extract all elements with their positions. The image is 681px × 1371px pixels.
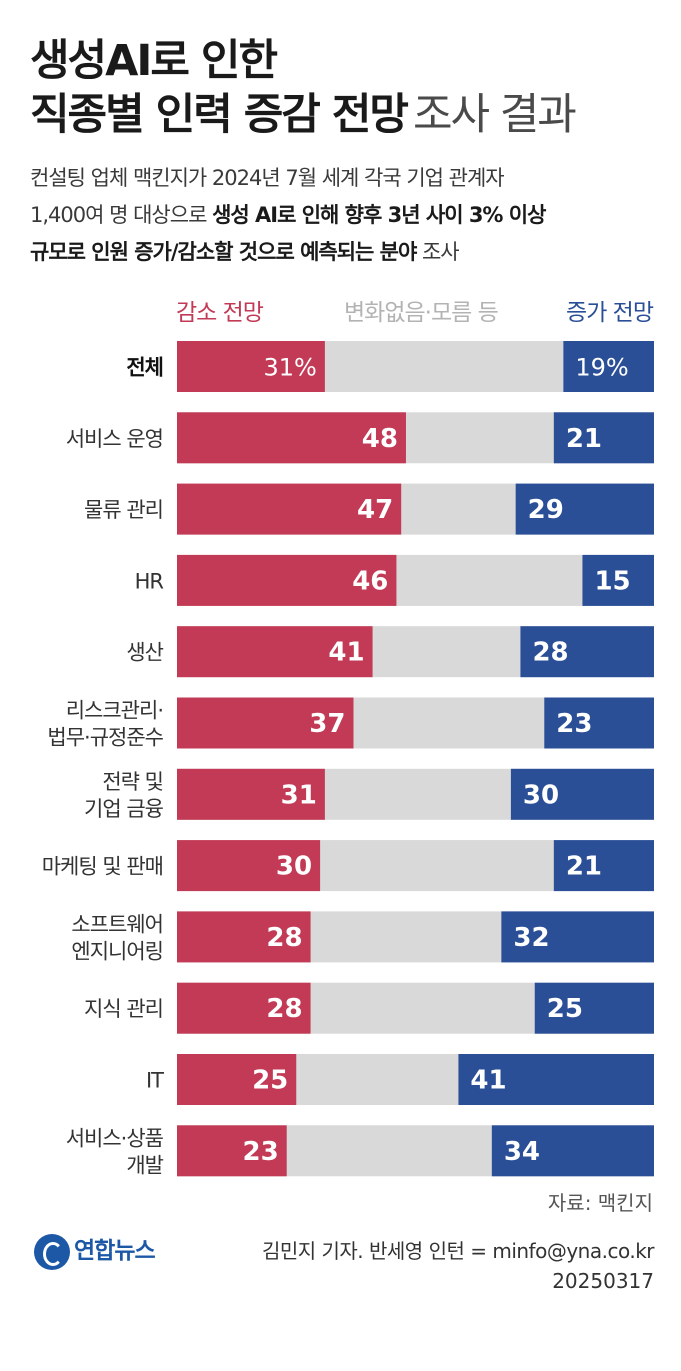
- data-label-decrease: 31%: [264, 354, 317, 382]
- data-label-decrease: 31: [281, 780, 317, 810]
- data-label-decrease: 23: [243, 1137, 279, 1167]
- data-label-increase: 21: [566, 424, 602, 454]
- publish-date: 20250317: [552, 1269, 654, 1293]
- bar-increase: [553, 412, 654, 464]
- bar-decrease: [177, 982, 311, 1034]
- bar-decrease: [177, 412, 406, 464]
- bar-decrease: [177, 840, 321, 892]
- data-label-decrease: 37: [309, 709, 345, 739]
- bar-decrease: [177, 1054, 297, 1105]
- data-label-increase: 21: [566, 852, 602, 882]
- data-label-decrease: 28: [266, 994, 302, 1024]
- source-note: 자료: 맥킨지: [547, 1191, 653, 1215]
- bar-decrease: [177, 341, 325, 392]
- bar-decrease: [177, 1125, 287, 1177]
- category-label: 전략 및: [102, 770, 163, 794]
- category-label: HR: [135, 569, 164, 593]
- data-label-decrease: 47: [357, 495, 393, 525]
- title-line-2: 직종별 인력 증감 전망: [30, 90, 409, 140]
- data-label-increase: 41: [470, 1066, 506, 1096]
- category-label: 리스크관리·: [66, 699, 163, 723]
- yonhap-logo-icon: [34, 1234, 70, 1270]
- data-label-increase: 25: [547, 994, 583, 1024]
- bar-increase: [563, 341, 654, 392]
- category-label: IT: [146, 1069, 164, 1093]
- category-label: 생산: [126, 641, 163, 665]
- desc-line-2-normal: 1,400여 명 대상으로: [30, 203, 213, 227]
- bar-increase: [553, 840, 654, 892]
- data-label-increase: 30: [523, 780, 559, 810]
- desc-line-2-bold: 생성 AI로 인해 향후 3년 사이 3% 이상: [212, 203, 546, 227]
- data-label-increase: 19%: [575, 354, 628, 382]
- legend-decrease: 감소 전망: [176, 300, 264, 326]
- category-label: 마케팅 및 판매: [42, 855, 163, 879]
- desc-line-1: 컨설팅 업체 맥킨지가 2024년 7월 세계 각국 기업 관계자: [30, 166, 505, 190]
- chart-description: 컨설팅 업체 맥킨지가 2024년 7월 세계 각국 기업 관계자 1,400여…: [30, 160, 660, 271]
- data-label-increase: 23: [556, 709, 592, 739]
- category-label: 전체: [126, 356, 163, 380]
- bar-decrease: [177, 554, 397, 606]
- data-label-increase: 34: [504, 1137, 540, 1167]
- category-label: 서비스·상품: [66, 1126, 164, 1150]
- category-label: 법무·규정준수: [47, 726, 163, 750]
- data-label-increase: 28: [532, 638, 568, 668]
- bar-increase: [501, 911, 654, 963]
- data-label-decrease: 41: [328, 638, 364, 668]
- title-line-1: 생성AI로 인한: [30, 36, 278, 86]
- bar-decrease: [177, 483, 402, 535]
- chart-title: 생성AI로 인한 직종별 인력 증감 전망 조사 결과: [30, 34, 577, 142]
- category-label: 개발: [126, 1153, 163, 1177]
- category-label: 소프트웨어: [71, 912, 163, 936]
- logo-text: 연합뉴스: [74, 1238, 156, 1264]
- category-label: 기업 금융: [84, 797, 164, 821]
- bar-increase: [515, 483, 654, 535]
- bar-increase: [491, 1125, 654, 1177]
- footer: 연합뉴스 김민지 기자. 반세영 인턴 = minfo@yna.co.kr 20…: [30, 1232, 655, 1302]
- legend-increase: 증가 전망: [566, 300, 654, 326]
- legend-neutral: 변화없음·모름 등: [344, 300, 499, 326]
- bar-increase: [510, 768, 654, 820]
- bar-increase: [534, 982, 654, 1034]
- bar-increase: [582, 554, 654, 606]
- bar-increase: [544, 697, 654, 749]
- data-label-decrease: 28: [266, 923, 302, 953]
- category-label: 지식 관리: [84, 997, 163, 1021]
- bar-increase: [520, 626, 654, 678]
- data-label-decrease: 30: [276, 852, 312, 882]
- data-label-decrease: 25: [252, 1066, 288, 1096]
- category-label: 엔지니어링: [71, 939, 163, 963]
- desc-line-3-bold: 규모로 인원 증가/감소할 것으로 예측되는 분야: [30, 240, 417, 264]
- category-label: 서비스 운영: [66, 427, 163, 451]
- bar-decrease: [177, 697, 354, 749]
- bar-decrease: [177, 626, 373, 678]
- data-label-increase: 29: [528, 495, 564, 525]
- title-suffix: 조사 결과: [412, 90, 577, 140]
- bar-decrease: [177, 911, 311, 963]
- data-label-increase: 32: [513, 923, 549, 953]
- bar-decrease: [177, 768, 325, 820]
- data-label-decrease: 48: [362, 424, 398, 454]
- data-label-increase: 15: [594, 566, 630, 596]
- bar-increase: [458, 1054, 654, 1105]
- category-label: 물류 관리: [84, 498, 163, 522]
- data-label-decrease: 46: [352, 566, 388, 596]
- credit-line: 김민지 기자. 반세영 인턴 = minfo@yna.co.kr: [261, 1239, 655, 1263]
- desc-line-3-normal: 조사: [416, 240, 460, 264]
